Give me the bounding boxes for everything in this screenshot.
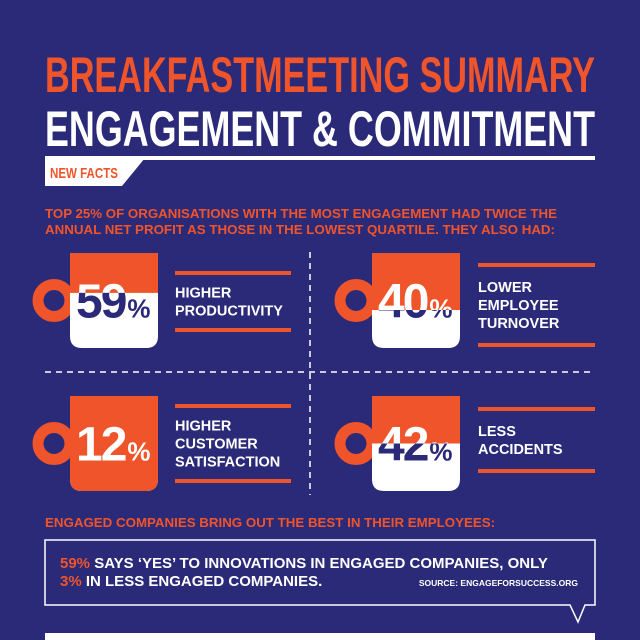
stat-unit: % [429, 294, 452, 324]
stat-number: 42% [378, 419, 452, 472]
stat-label: CUSTOMER [175, 437, 258, 453]
label-rule [175, 271, 291, 275]
stat-label: HIGHER [175, 286, 232, 302]
stat-value: 42 [378, 419, 428, 472]
quote-highlight: 59% [60, 555, 90, 572]
stat-value: 42 [378, 419, 428, 472]
bottom-bar [45, 633, 595, 640]
stat-unit: % [429, 437, 452, 467]
mug-fill [70, 253, 158, 293]
quote-text: IN LESS ENGAGED COMPANIES. [82, 573, 323, 590]
stat-unit: % [127, 437, 150, 467]
label-rule [175, 479, 291, 483]
source: SOURCE: ENGAGEFORSUCCESS.ORG [419, 578, 579, 588]
label-rule [478, 263, 595, 267]
quote-line: 3% IN LESS ENGAGED COMPANIES. [60, 573, 322, 590]
mug-fill [372, 253, 460, 310]
stats: 59%59%HIGHERPRODUCTIVITY40%40%LOWEREMPLO… [32, 253, 595, 491]
quote-highlight: 3% [60, 573, 82, 590]
label-rule [175, 404, 291, 408]
title: BREAKFASTMEETING SUMMARY [45, 47, 595, 103]
stat-unit: % [127, 294, 150, 324]
tag: NEW FACTS [50, 165, 118, 182]
stat-label: HIGHER [175, 419, 232, 435]
stat-value: 12 [76, 419, 126, 472]
stat-unit: % [429, 294, 452, 324]
stat-value: 40 [378, 276, 428, 329]
quote-text: SAYS ‘YES’ TO INNOVATIONS IN ENGAGED COM… [90, 555, 548, 572]
intro-line: ANNUAL NET PROFIT AS THOSE IN THE LOWEST… [45, 223, 555, 237]
label-rule [175, 328, 291, 332]
stat-label: SATISFACTION [175, 455, 280, 471]
intro-line: TOP 25% OF ORGANISATIONS WITH THE MOST E… [45, 207, 557, 221]
quote-line: 59% SAYS ‘YES’ TO INNOVATIONS IN ENGAGED… [60, 555, 548, 572]
tag-background [45, 158, 145, 186]
stat-value: 40 [378, 276, 428, 329]
mug-fill [372, 396, 460, 444]
label-rule [478, 407, 595, 411]
stat-number: 59% [76, 276, 150, 329]
stat-unit: % [429, 437, 452, 467]
subtitle: ENGAGEMENT & COMMITMENT [45, 101, 595, 157]
label-rule [478, 343, 595, 347]
stat-label: EMPLOYEE [478, 298, 559, 314]
label-rule [478, 469, 595, 473]
footer-heading: ENGAGED COMPANIES BRING OUT THE BEST IN … [45, 516, 495, 530]
stat-label: PRODUCTIVITY [175, 304, 283, 320]
quote-box [44, 539, 596, 624]
stat-label: ACCIDENTS [478, 442, 563, 458]
stat-number: 59% [76, 276, 150, 329]
stat-value: 59 [76, 276, 126, 329]
stat-label: LESS [478, 424, 516, 440]
stat-label: TURNOVER [478, 316, 560, 332]
stat-number: 12% [76, 419, 150, 472]
stat-number: 42% [378, 419, 452, 472]
stat-label: LOWER [478, 280, 532, 296]
mug-fill [70, 396, 158, 491]
divider [45, 156, 595, 160]
stat-number: 40% [378, 276, 452, 329]
stat-number: 40% [378, 276, 452, 329]
stat-value: 59 [76, 276, 126, 329]
